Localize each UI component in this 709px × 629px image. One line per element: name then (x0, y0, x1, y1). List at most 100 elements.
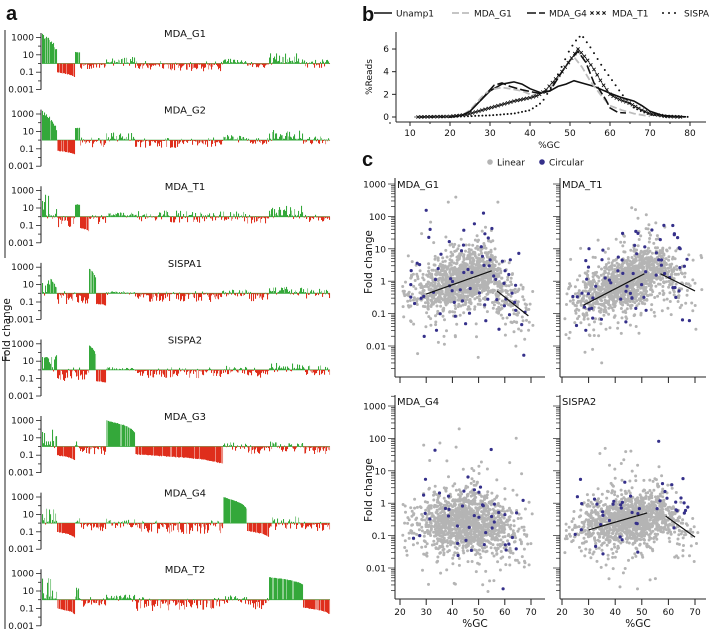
bar-down (168, 523, 170, 528)
bar-down (189, 140, 191, 141)
bar-down (73, 63, 75, 77)
bar-up (167, 138, 169, 141)
bar-down (221, 369, 223, 374)
bar-up (121, 522, 123, 524)
bar-up (205, 215, 207, 217)
bar-down (66, 140, 68, 153)
point-linear (438, 292, 442, 296)
bar-down (166, 599, 168, 602)
bar-up (228, 498, 230, 524)
bar-down (96, 216, 98, 218)
bar-down (81, 216, 83, 229)
point-linear (409, 276, 413, 280)
point-circular (492, 274, 496, 278)
point-linear (474, 285, 478, 289)
point-linear (644, 213, 648, 217)
bar-down (244, 369, 246, 374)
bar-up (285, 210, 287, 217)
point-linear (445, 267, 449, 271)
bar-down (296, 446, 298, 448)
bar-down (88, 523, 90, 525)
bar-down (256, 523, 258, 533)
bar-down (297, 523, 299, 526)
bar-down (143, 140, 145, 142)
bar-down (183, 63, 185, 66)
point-linear (465, 295, 469, 298)
bar-down (210, 293, 212, 302)
bar-down (175, 523, 177, 526)
bar-up (107, 216, 109, 217)
bar-up (124, 215, 126, 217)
bar-down (170, 446, 172, 457)
bar-down (149, 293, 151, 302)
dot-marker (485, 114, 487, 117)
bar-up (239, 598, 241, 600)
bar-down (169, 293, 171, 302)
bar-down (204, 599, 206, 601)
point-circular (502, 281, 506, 285)
bar-up (309, 137, 311, 141)
bar-up (79, 518, 81, 524)
bar-down (165, 446, 167, 457)
bar-down (145, 140, 147, 148)
point-linear (467, 250, 471, 254)
bar-down (262, 63, 264, 66)
bar-down (273, 216, 275, 219)
bar-up (125, 215, 127, 217)
bar-down (141, 140, 143, 143)
bar-up (197, 368, 199, 370)
bar-up (45, 598, 47, 600)
bar-up (50, 514, 52, 524)
bar-up (127, 62, 129, 64)
point-linear (430, 293, 433, 297)
dot-marker (668, 115, 671, 118)
bar-down (199, 446, 201, 460)
point-linear (448, 298, 452, 302)
bar-down (254, 63, 256, 64)
cross-marker (476, 109, 481, 114)
bar-down (203, 140, 205, 145)
bar-down (73, 216, 75, 224)
point-linear (486, 292, 490, 296)
bar-up (272, 577, 274, 600)
bar-down (45, 523, 47, 525)
bar-up (116, 291, 118, 294)
bar-up (224, 497, 226, 524)
bar-down (200, 140, 202, 142)
bar-up (245, 366, 247, 370)
bar-up (120, 595, 122, 600)
cross-marker (582, 54, 587, 59)
bar-down (209, 293, 211, 300)
bar-down (65, 293, 67, 295)
bar-down (219, 293, 221, 295)
point-circular (461, 243, 466, 247)
bar-down (65, 446, 67, 457)
bar-up (55, 436, 57, 447)
bar-down (259, 63, 261, 66)
bar-down (130, 523, 132, 527)
bar-up (244, 62, 246, 64)
point-linear (644, 227, 648, 231)
bar-up (282, 215, 284, 217)
bar-down (317, 446, 319, 453)
bar-up (90, 269, 92, 294)
bar-down (249, 446, 251, 451)
bar-up (228, 58, 230, 64)
bar-down (327, 216, 329, 219)
bar-up (142, 597, 144, 600)
bar-up (112, 291, 114, 294)
bar-down (257, 216, 259, 221)
bar-up (175, 293, 177, 294)
bar-down (198, 140, 200, 144)
bar-up (55, 598, 57, 600)
bar-down (92, 446, 94, 448)
bar-up (49, 444, 51, 447)
bar-down (83, 599, 85, 607)
bar-down (142, 63, 144, 69)
bar-down (234, 293, 236, 295)
cross-marker (528, 95, 532, 100)
bar-up (287, 289, 289, 294)
bar-up (235, 62, 237, 64)
bar-up (49, 509, 51, 524)
bar-down (219, 369, 221, 377)
